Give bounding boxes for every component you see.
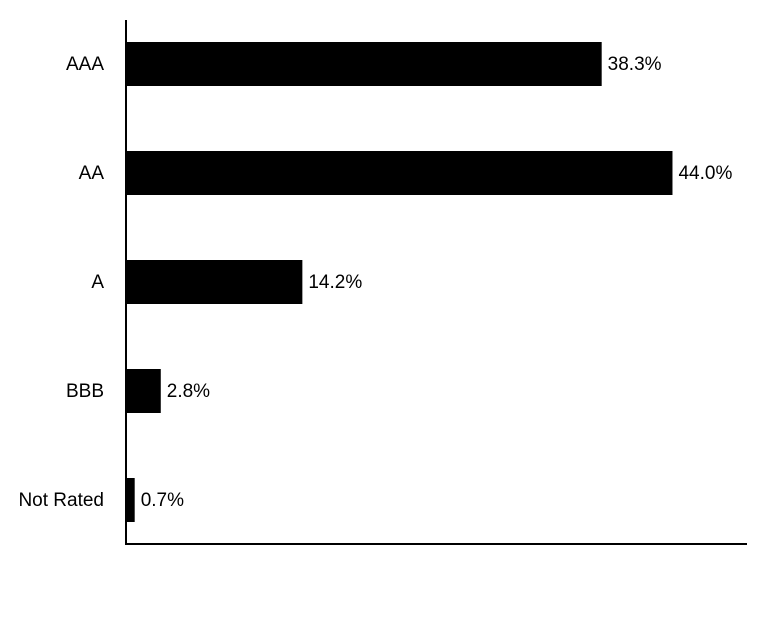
y-tick-label: BBB [66,381,104,402]
bar [126,260,303,304]
y-tick-label: AAA [66,54,104,75]
y-tick-label: A [91,272,104,293]
value-label: 14.2% [308,272,362,293]
bar [126,42,602,86]
bar [126,151,673,195]
value-label: 0.7% [141,490,184,511]
value-label: 38.3% [608,54,662,75]
y-tick-label: Not Rated [18,490,104,511]
bar [126,478,135,522]
value-label: 44.0% [678,163,732,184]
y-tick-label: AA [79,163,105,184]
bar [126,369,161,413]
value-label: 2.8% [167,381,210,402]
